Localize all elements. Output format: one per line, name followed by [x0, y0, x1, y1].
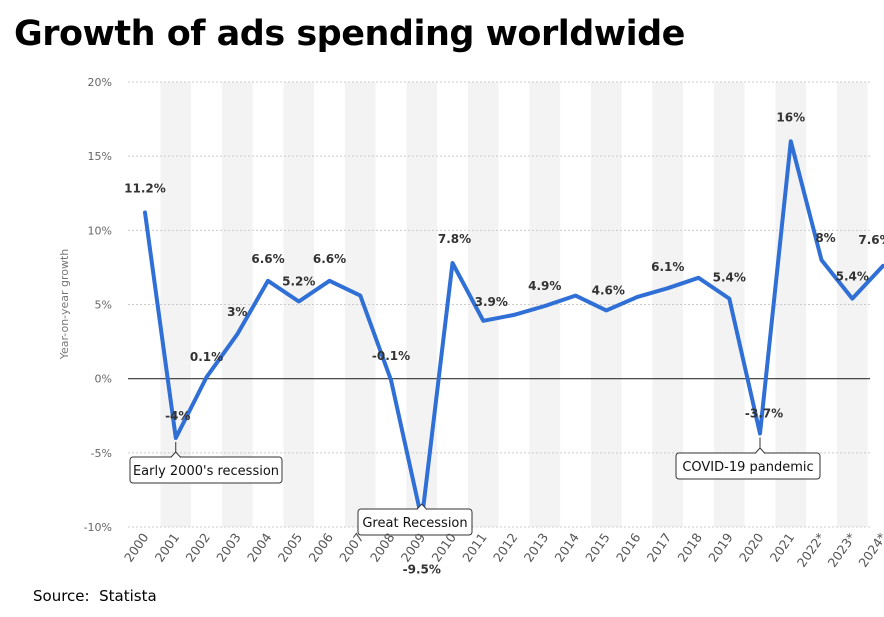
y-tick-label: -5%: [91, 447, 112, 460]
data-label: 6.6%: [251, 252, 284, 266]
annotation-pointer: [416, 503, 428, 510]
source-note: Source: Statista: [33, 587, 157, 605]
annotation-box: [675, 452, 821, 480]
data-label: -4%: [165, 409, 190, 423]
y-tick-label: 10%: [88, 224, 112, 237]
x-tick-label: 2018: [674, 530, 705, 565]
x-tick-label: 2001: [152, 530, 183, 565]
annotation-text: COVID-19 pandemic: [682, 460, 813, 475]
data-label: -9.5%: [403, 563, 441, 577]
x-tick-label: 2024*: [855, 530, 884, 570]
annotation-box: [357, 508, 473, 536]
data-label: 5.4%: [713, 271, 746, 285]
annotation-callout: Great Recession: [357, 503, 473, 536]
data-label: 5.4%: [836, 270, 869, 284]
x-tick-label: 2021: [767, 530, 798, 565]
series-line: [143, 139, 884, 522]
y-tick-label: 15%: [88, 150, 112, 163]
x-tick-label: 2015: [582, 530, 613, 565]
x-tick-label: 2004: [244, 530, 275, 565]
x-tick-label: 2023*: [825, 530, 859, 570]
y-tick-label: 20%: [88, 76, 112, 89]
y-tick-label: 0%: [95, 373, 112, 386]
data-label: 8%: [815, 231, 835, 245]
x-tick-label: 2019: [705, 530, 736, 565]
data-label: 7.6%: [858, 233, 884, 247]
x-tick-label: 2022*: [794, 530, 828, 570]
data-label: -0.1%: [372, 349, 410, 363]
annotation-callout: COVID-19 pandemic: [675, 437, 821, 480]
x-tick-label: 2005: [275, 530, 306, 565]
x-axis-ticks: 2000 2001 2002 2003 2004 2005 2006 2007 2008 2009…: [121, 530, 884, 570]
data-label: 3.9%: [475, 295, 508, 309]
x-tick-label: 2003: [213, 530, 244, 565]
x-tick-label: 2012: [490, 530, 521, 565]
annotation-text: Great Recession: [362, 516, 467, 531]
x-tick-label: 2020: [736, 530, 767, 565]
annotation-pointer: [754, 447, 766, 454]
annotation-text: Early 2000's recession: [133, 464, 279, 479]
annotation-box: [129, 456, 283, 484]
data-label: 7.8%: [438, 232, 471, 246]
x-tick-label: 2017: [644, 530, 675, 565]
data-labels: 11.2% -4% 0.1% 3% 6.6% 5.2% 6.6% -0.1% -9.5% 7.8%…: [124, 110, 884, 576]
y-axis-ticks: 20% 15% 10% 5% 0% -5% -10%: [84, 76, 112, 534]
x-tick-label: 2002: [182, 530, 213, 565]
page-title: Growth of ads spending worldwide: [14, 14, 685, 54]
annotations: Early 2000's recession Great Recession COV…: [129, 437, 821, 536]
annotation-pointer: [170, 451, 182, 458]
x-tick-label: 2013: [521, 530, 552, 565]
data-label: 11.2%: [124, 182, 166, 196]
data-label: 6.1%: [651, 260, 684, 274]
y-tick-label: -10%: [84, 521, 112, 534]
data-label: -3.7%: [745, 407, 783, 421]
data-label: 0.1%: [190, 350, 223, 364]
x-tick-label: 2000: [121, 530, 152, 565]
x-tick-label: 2006: [305, 530, 336, 565]
series-line: [143, 139, 884, 522]
data-label: 4.9%: [528, 279, 561, 293]
data-label: 4.6%: [592, 283, 625, 297]
y-tick-label: 5%: [95, 299, 112, 312]
y-axis-label: Year-on-year growth: [58, 249, 71, 361]
data-label: 5.2%: [282, 275, 315, 289]
x-tick-label: 2016: [613, 530, 644, 565]
data-label: 3%: [227, 305, 247, 319]
annotation-callout: Early 2000's recession: [129, 442, 283, 484]
x-tick-label: 2014: [551, 530, 582, 565]
data-label: 16%: [776, 110, 805, 124]
data-label: 6.6%: [313, 252, 346, 266]
